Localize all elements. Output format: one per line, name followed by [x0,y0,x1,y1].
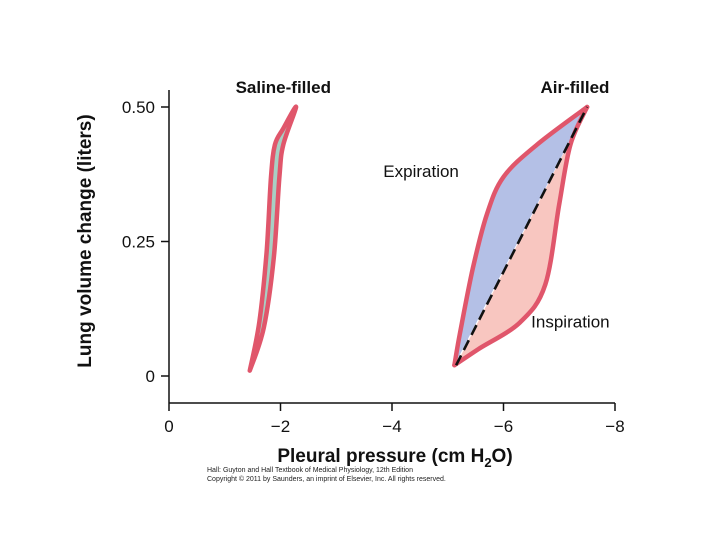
inspiration-curve-line [452,104,590,368]
compliance-dashed-line [454,106,589,366]
saline-loop-line [247,104,299,373]
loop-strokes [247,104,590,373]
x-tick-label: −2 [271,417,290,436]
credit-line-1: Hall: Guyton and Hall Textbook of Medica… [207,467,413,474]
credit-line-2: Copyright © 2011 by Saunders, an imprint… [207,476,446,483]
x-tick-label: 0 [164,417,173,436]
panel-title: Saline-filled [236,78,331,97]
expiration-curve-line [452,104,590,368]
y-axis-label: Lung volume change (liters) [75,114,96,367]
curve-annotation: Inspiration [531,313,609,332]
x-axis-label-tail: O) [492,446,513,467]
x-axis-label-subscript: 2 [484,455,491,470]
labels: Lung volume change (liters) Pleural pres… [75,78,610,470]
y-tick-label: 0.50 [122,98,155,117]
x-tick-label: −4 [382,417,401,436]
x-axis-label-main: Pleural pressure (cm H [277,446,484,467]
ticks: 0 0.25 0.50 0 −2 −4 −6 −8 [122,98,625,436]
saline-loop-fill [249,106,297,371]
x-axis-label: Pleural pressure (cm H2O) [277,446,512,470]
y-tick-label: 0.25 [122,233,155,252]
y-tick-label: 0 [146,367,155,386]
x-tick-label: −8 [605,417,624,436]
curve-annotation: Expiration [383,162,459,181]
panel-title: Air-filled [540,78,609,97]
inspiration-region-fill [454,107,588,366]
x-tick-label: −6 [494,417,513,436]
